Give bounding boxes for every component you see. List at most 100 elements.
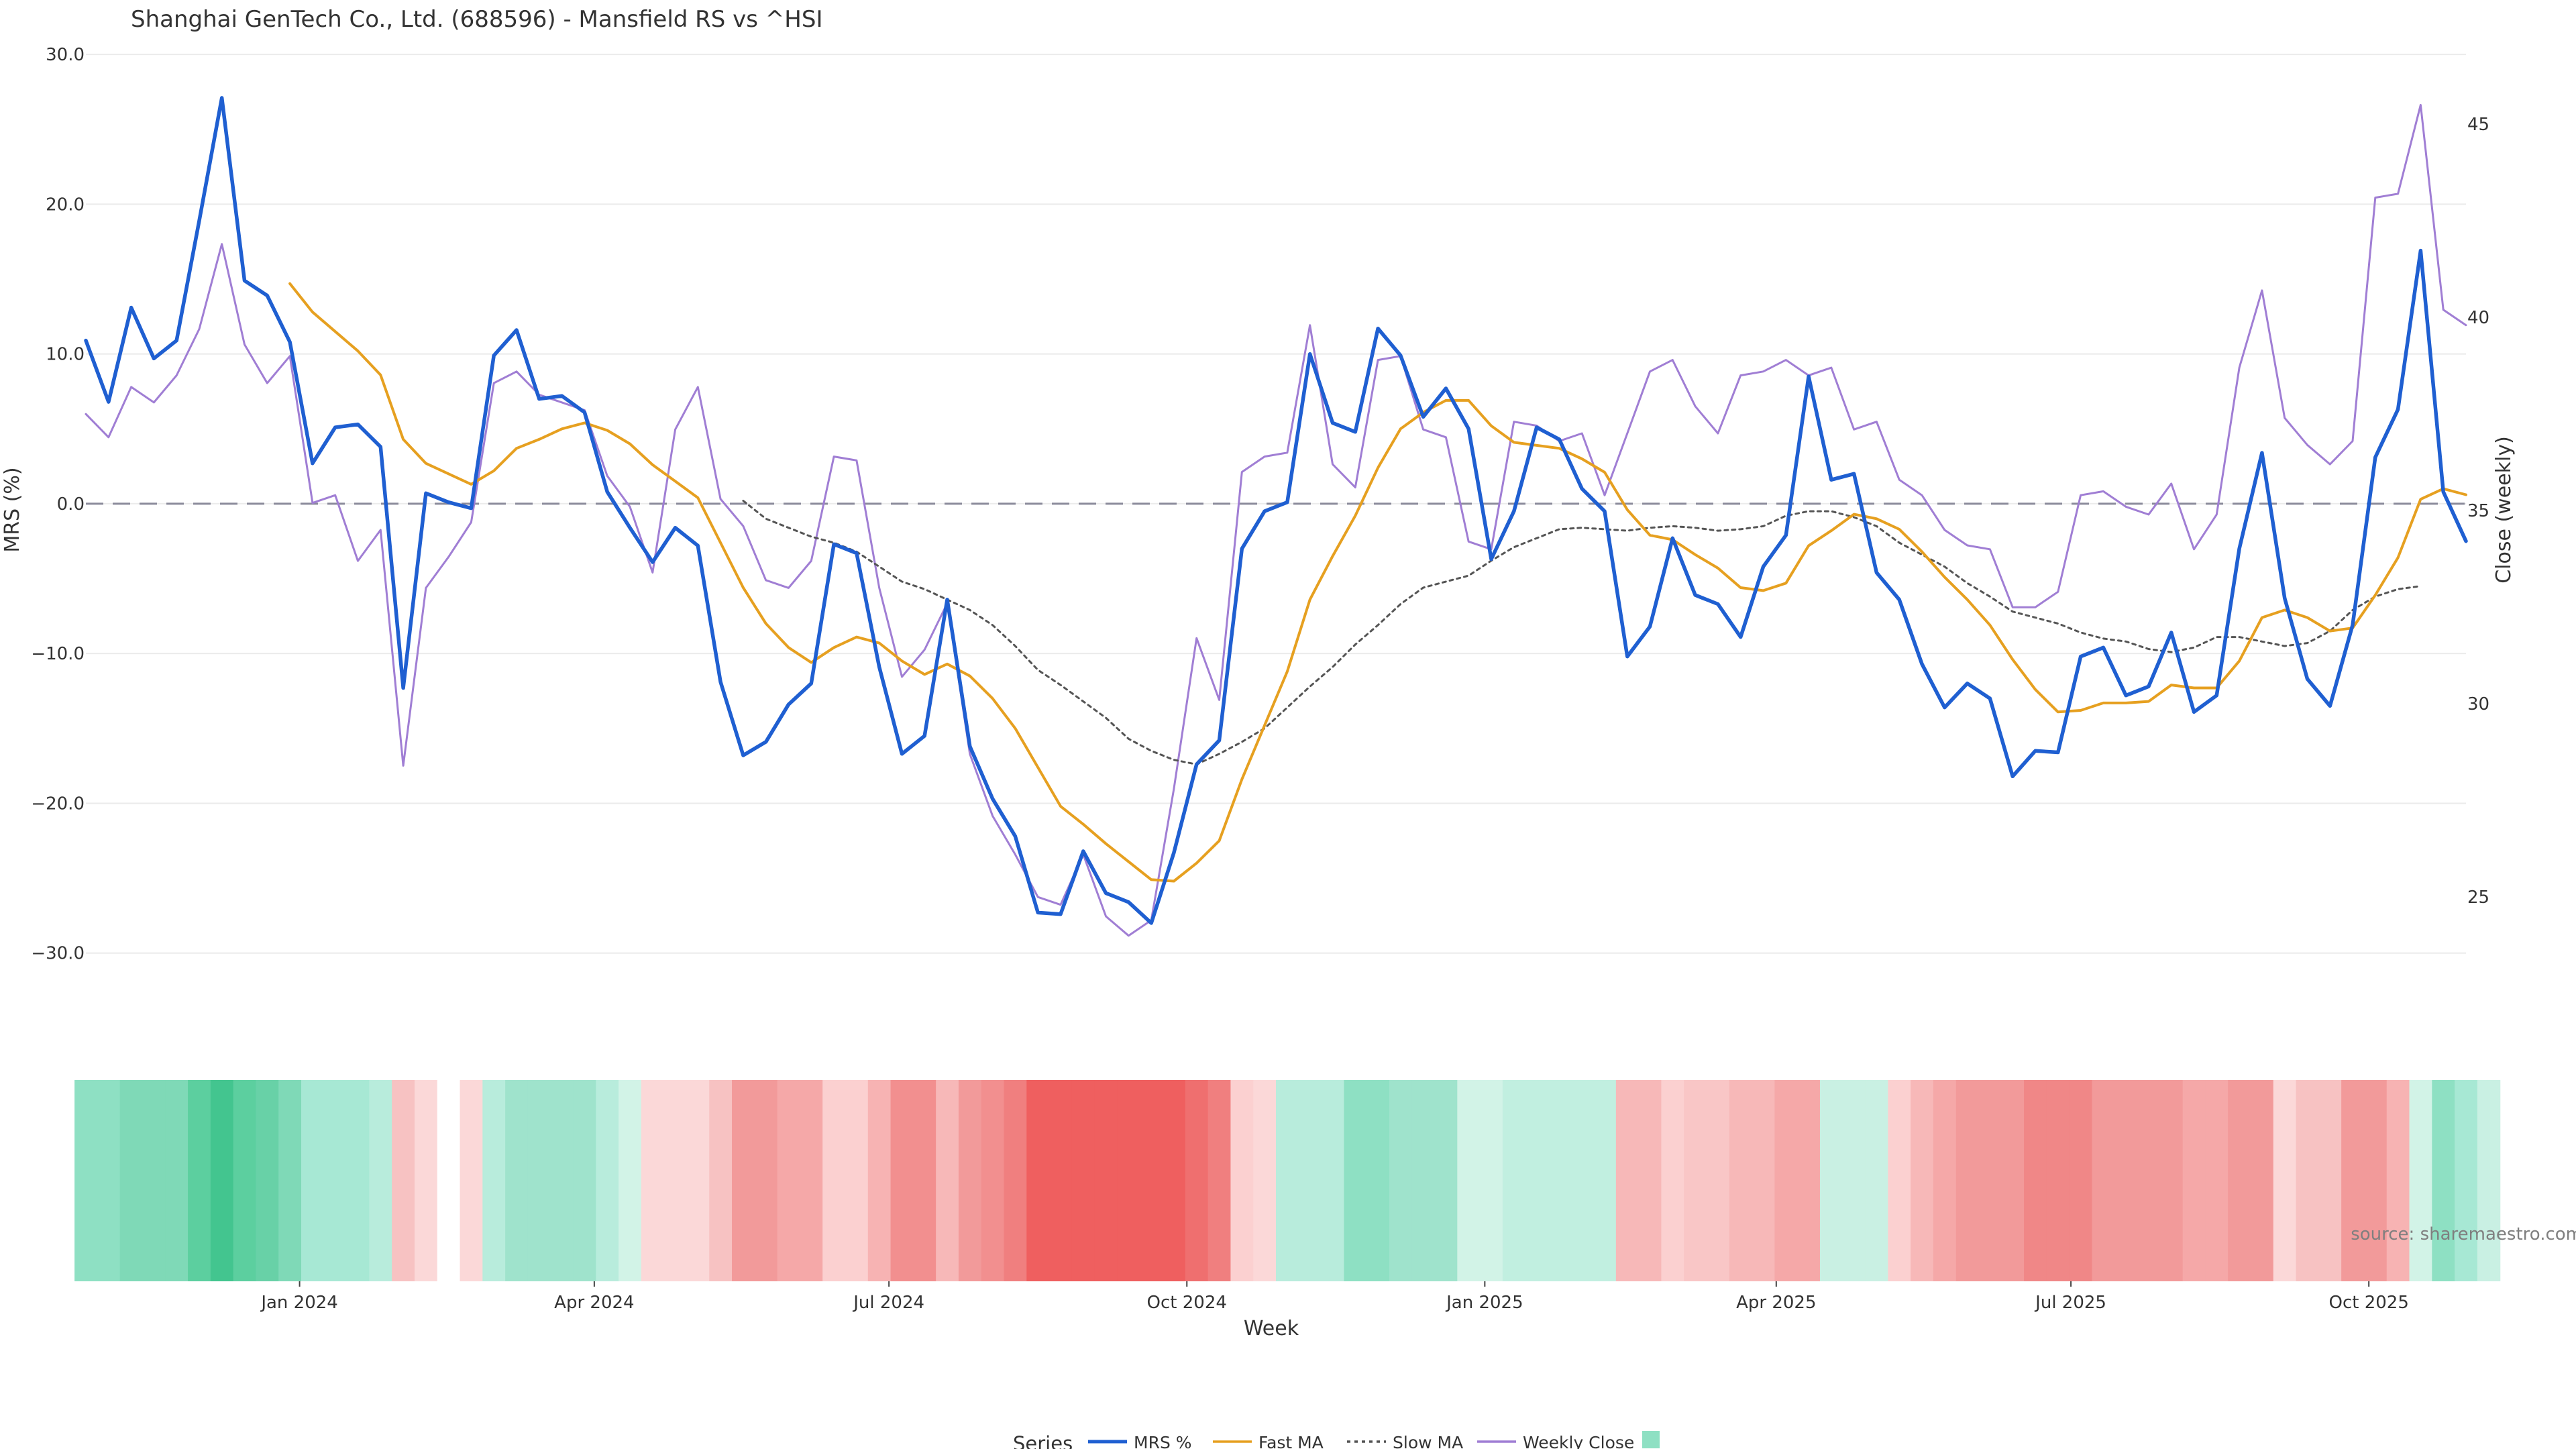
heatmap-cell <box>165 1080 189 1281</box>
y-axis-right-title: Close (weekly) <box>2492 436 2516 584</box>
heatmap-cell <box>1797 1080 1821 1281</box>
heatmap-cell <box>1752 1080 1775 1281</box>
heatmap-cell <box>1729 1080 1753 1281</box>
heatmap-cell <box>97 1080 121 1281</box>
heatmap-cell <box>1298 1080 1322 1281</box>
heatmap-cell <box>2250 1080 2274 1281</box>
heatmap-cell <box>1071 1080 1095 1281</box>
heatmap-cell <box>1638 1080 1662 1281</box>
heatmap-cell <box>2024 1080 2047 1281</box>
heatmap-cell <box>981 1080 1005 1281</box>
series-line-slow-ma <box>742 500 2422 765</box>
heatmap-cell <box>482 1080 506 1281</box>
y-axis-left-title: MRS (%) <box>1 467 24 552</box>
heatmap-cell <box>1208 1080 1232 1281</box>
heatmap-cell <box>1774 1080 1798 1281</box>
heatmap-cell <box>1457 1080 1481 1281</box>
heatmap-cell <box>1253 1080 1277 1281</box>
heatmap-cell <box>1684 1080 1707 1281</box>
x-tick-label: Jul 2024 <box>852 1293 924 1313</box>
y-tick-label: 30.0 <box>46 45 85 65</box>
heatmap-cell <box>1865 1080 1888 1281</box>
series-line-mrs <box>84 96 2468 925</box>
heatmap-cell <box>1026 1080 1050 1281</box>
heatmap-cell <box>641 1080 665 1281</box>
heatmap-cell <box>2205 1080 2229 1281</box>
x-tick-label: Oct 2025 <box>2328 1293 2408 1313</box>
heatmap-cell <box>867 1080 892 1281</box>
y-tick-label: 0.0 <box>57 494 85 515</box>
series-line-weekly-close <box>85 103 2467 937</box>
series-line-fast-ma <box>288 282 2467 883</box>
heatmap-cell <box>550 1080 574 1281</box>
heatmap-cell <box>709 1080 733 1281</box>
heatmap-cell <box>913 1080 936 1281</box>
heatmap-cell <box>2092 1080 2115 1281</box>
heatmap-cell <box>460 1080 483 1281</box>
heatmap-cell <box>732 1080 755 1281</box>
heatmap-cell <box>1615 1080 1640 1281</box>
heatmap-cell <box>256 1080 279 1281</box>
heatmap-cell <box>2273 1080 2297 1281</box>
x-tick-label: Oct 2024 <box>1147 1293 1227 1313</box>
y-tick-label: 20.0 <box>46 195 85 215</box>
heatmap-cell <box>663 1080 688 1281</box>
heatmap-cell <box>1933 1080 1957 1281</box>
legend-swatch-heatmap <box>1642 1431 1660 1448</box>
heatmap-cell <box>1140 1080 1163 1281</box>
y-right-tick-label: 30 <box>2467 694 2489 714</box>
x-tick-label: Apr 2025 <box>1736 1293 1816 1313</box>
heatmap-cell <box>1344 1080 1367 1281</box>
legend: Series MRS % Fast MA Slow MA Weekly Close <box>1013 1431 1660 1449</box>
heatmap-cell <box>1163 1080 1186 1281</box>
heatmap-cell <box>233 1080 257 1281</box>
heatmap-cell <box>1434 1080 1458 1281</box>
heatmap-cell <box>2001 1080 2025 1281</box>
legend-label-weekly-close: Weekly Close <box>1523 1433 1634 1449</box>
heatmap-cell <box>1548 1080 1571 1281</box>
heatmap-cell <box>2296 1080 2319 1281</box>
y-tick-label: 10.0 <box>46 345 85 365</box>
x-tick-label: Apr 2024 <box>554 1293 634 1313</box>
heatmap-cell <box>505 1080 529 1281</box>
heatmap-cell <box>188 1080 211 1281</box>
series-lines <box>84 96 2468 937</box>
heatmap-cell <box>74 1080 98 1281</box>
heatmap-cell <box>392 1080 415 1281</box>
heatmap-cell <box>2159 1080 2184 1281</box>
heatmap-cell <box>278 1080 302 1281</box>
x-tick-label: Jul 2025 <box>2034 1293 2106 1313</box>
heatmap-cell <box>2318 1080 2342 1281</box>
y-right-tick-label: 40 <box>2467 308 2489 328</box>
heatmap-cell <box>1502 1080 1526 1281</box>
heatmap-cell <box>2455 1080 2478 1281</box>
heatmap-cell <box>2409 1080 2432 1281</box>
heatmap-cell <box>210 1080 234 1281</box>
heatmap-cell <box>1978 1080 2002 1281</box>
x-axis-title: Week <box>1244 1317 1299 1340</box>
heatmap-cell <box>936 1080 959 1281</box>
heatmap-cell <box>2046 1080 2070 1281</box>
heatmap-cell <box>1480 1080 1503 1281</box>
chart-title: Shanghai GenTech Co., Ltd. (688596) - Ma… <box>131 6 822 33</box>
heatmap-cell <box>1389 1080 1413 1281</box>
heatmap-cell <box>800 1080 823 1281</box>
heatmap-cell <box>1955 1080 1980 1281</box>
heatmap-band <box>74 1080 2501 1281</box>
heatmap-cell <box>1366 1080 1390 1281</box>
y-right-tick-label: 45 <box>2467 115 2489 135</box>
y-tick-label: −30.0 <box>31 944 85 964</box>
grid <box>86 54 2466 954</box>
heatmap-cell <box>596 1080 619 1281</box>
heatmap-cell <box>301 1080 325 1281</box>
heatmap-cell <box>890 1080 914 1281</box>
legend-label-slow-ma: Slow MA <box>1393 1433 1463 1449</box>
x-tick-label: Jan 2025 <box>1445 1293 1523 1313</box>
heatmap-cell <box>1004 1080 1027 1281</box>
heatmap-cell <box>1842 1080 1866 1281</box>
heatmap-cell <box>1321 1080 1344 1281</box>
heatmap-cell <box>2477 1080 2501 1281</box>
heatmap-cell <box>2137 1080 2161 1281</box>
heatmap-cell <box>2228 1080 2251 1281</box>
